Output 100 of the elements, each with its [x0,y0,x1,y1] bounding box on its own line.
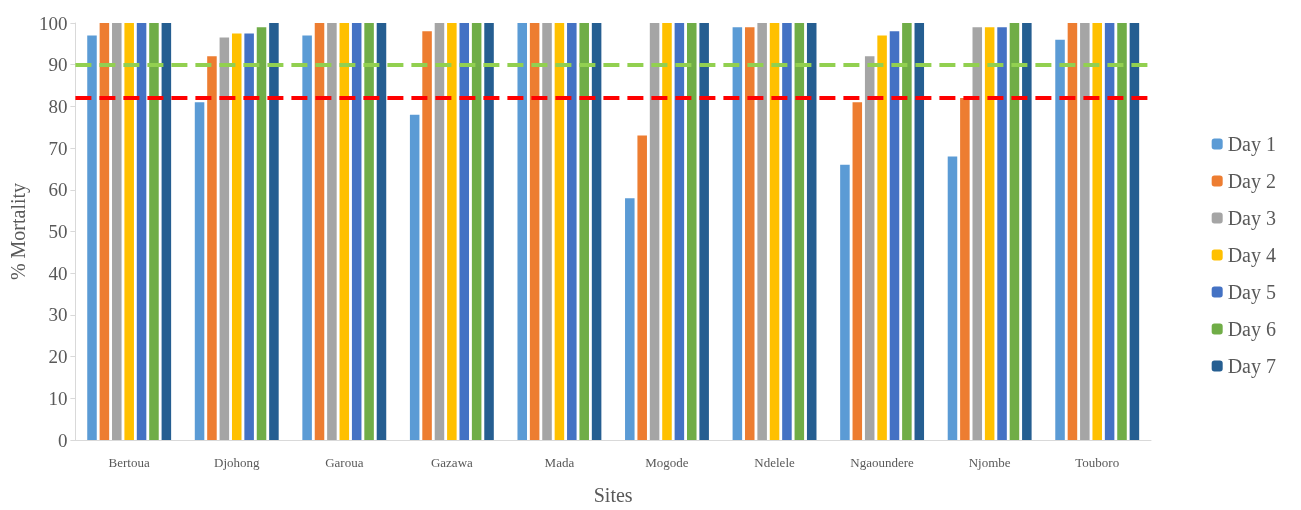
bar [256,27,267,440]
x-tick-label: Mogode [645,455,689,470]
bar [1104,23,1115,440]
y-tick-label: 80 [48,95,68,117]
bar [591,23,602,440]
bar [87,35,97,440]
bar [244,33,254,440]
bar [687,23,697,440]
bar [744,27,755,440]
legend-label: Day 5 [1227,281,1277,304]
bar [1067,23,1078,440]
bar [376,23,387,440]
bar [269,23,279,440]
bar [769,23,780,440]
bar [782,23,792,440]
bar [806,23,817,440]
legend-label: Day 6 [1227,318,1277,341]
x-tick-label: Ngaoundere [850,455,915,470]
bar [1092,23,1102,440]
bar [914,23,925,440]
x-tick-label: Djohong [213,455,260,470]
bar [972,27,983,440]
y-tick-label: 0 [57,429,68,451]
bar [314,23,325,440]
bar [637,135,647,440]
bar [471,23,482,440]
bar [327,23,337,440]
bar [542,23,552,440]
bar [231,33,242,440]
y-tick-label: 10 [48,387,68,409]
bar [302,35,312,440]
bar [1129,23,1140,440]
bar [219,37,230,440]
bar [699,23,709,440]
bar [732,27,743,440]
bar [339,23,350,440]
bar [947,156,958,440]
bar [351,23,362,440]
bar [207,56,217,440]
y-tick-label: 20 [48,346,68,368]
y-tick-label: 100 [38,12,68,34]
bar [902,23,912,440]
bar [864,56,875,440]
bar [112,23,122,440]
x-tick-label: Ndelele [754,455,795,470]
bar [434,23,445,440]
y-tick-label: 90 [48,54,68,76]
bar [889,31,900,440]
bar [124,23,134,440]
x-tick-label: Bertoua [108,455,150,470]
x-tick-label: Garoua [325,455,364,470]
bar [852,102,863,440]
x-tick-label: Touboro [1075,455,1120,470]
bar [1117,23,1127,440]
x-tick-label: Gazawa [430,455,474,470]
bar [794,23,805,440]
bar [662,23,672,440]
bar [757,23,767,440]
legend-label: Day 3 [1227,207,1277,230]
bar [364,23,374,440]
bar [99,23,110,440]
bar [554,23,565,440]
bar [161,23,172,440]
bar [1080,23,1090,440]
bar [409,114,420,440]
bar [997,27,1007,440]
y-tick-label: 30 [48,304,68,326]
bar [136,23,147,440]
y-tick-label: 60 [48,179,68,201]
x-tick-label: Njombe [968,455,1011,470]
bar [149,23,159,440]
bar [447,23,457,440]
bar [422,31,432,440]
bar [1055,39,1065,440]
bar [984,27,995,440]
bar [484,23,494,440]
bar [567,23,577,440]
bar [674,23,685,440]
bar [625,198,635,440]
bar [1009,23,1020,440]
bar [194,102,205,440]
legend-label: Day 2 [1227,170,1277,193]
bar [1022,23,1032,440]
bar [459,23,470,440]
legend-label: Day 7 [1227,355,1277,378]
legend-label: Day 1 [1227,133,1277,156]
x-tick-label: Mada [544,455,575,470]
y-axis-title: % Mortality [7,182,30,281]
bar [960,98,970,440]
bar [649,23,660,440]
x-axis-title: Sites [593,484,633,506]
bar [517,23,528,440]
bar [840,164,850,440]
y-tick-label: 40 [48,262,68,284]
y-tick-label: 50 [48,221,68,242]
bar [877,35,887,440]
legend-label: Day 4 [1227,244,1277,267]
bar [529,23,540,440]
bar [579,23,589,440]
y-tick-label: 70 [48,137,68,159]
